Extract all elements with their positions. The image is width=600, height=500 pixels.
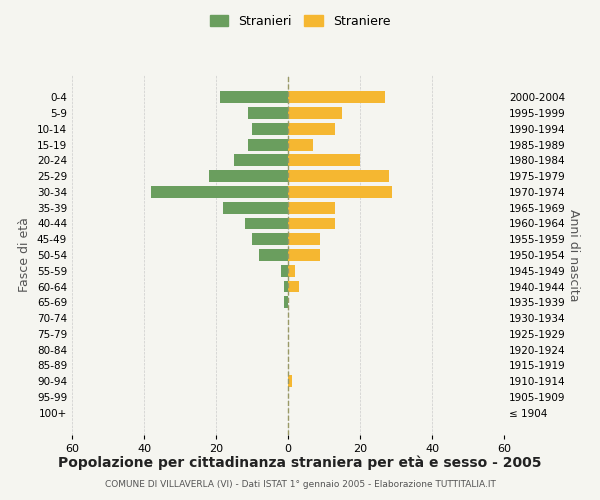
Bar <box>288 376 292 387</box>
Bar <box>288 123 335 134</box>
Bar <box>252 234 288 245</box>
Bar <box>248 138 288 150</box>
Bar <box>234 154 288 166</box>
Bar <box>288 280 299 292</box>
Bar <box>284 280 288 292</box>
Bar <box>288 186 392 198</box>
Legend: Stranieri, Straniere: Stranieri, Straniere <box>206 11 394 32</box>
Text: Popolazione per cittadinanza straniera per età e sesso - 2005: Popolazione per cittadinanza straniera p… <box>58 455 542 469</box>
Bar <box>284 296 288 308</box>
Y-axis label: Anni di nascita: Anni di nascita <box>566 209 580 301</box>
Bar <box>248 107 288 119</box>
Bar <box>209 170 288 182</box>
Bar <box>288 170 389 182</box>
Y-axis label: Fasce di età: Fasce di età <box>19 218 31 292</box>
Bar <box>259 249 288 261</box>
Bar <box>288 92 385 103</box>
Bar <box>288 138 313 150</box>
Bar <box>151 186 288 198</box>
Bar <box>223 202 288 213</box>
Bar <box>220 92 288 103</box>
Bar <box>245 218 288 230</box>
Bar <box>288 265 295 276</box>
Bar <box>288 234 320 245</box>
Bar <box>288 249 320 261</box>
Bar <box>252 123 288 134</box>
Bar <box>281 265 288 276</box>
Text: COMUNE DI VILLAVERLA (VI) - Dati ISTAT 1° gennaio 2005 - Elaborazione TUTTITALIA: COMUNE DI VILLAVERLA (VI) - Dati ISTAT 1… <box>104 480 496 489</box>
Bar <box>288 154 360 166</box>
Bar <box>288 202 335 213</box>
Bar <box>288 107 342 119</box>
Bar <box>288 218 335 230</box>
